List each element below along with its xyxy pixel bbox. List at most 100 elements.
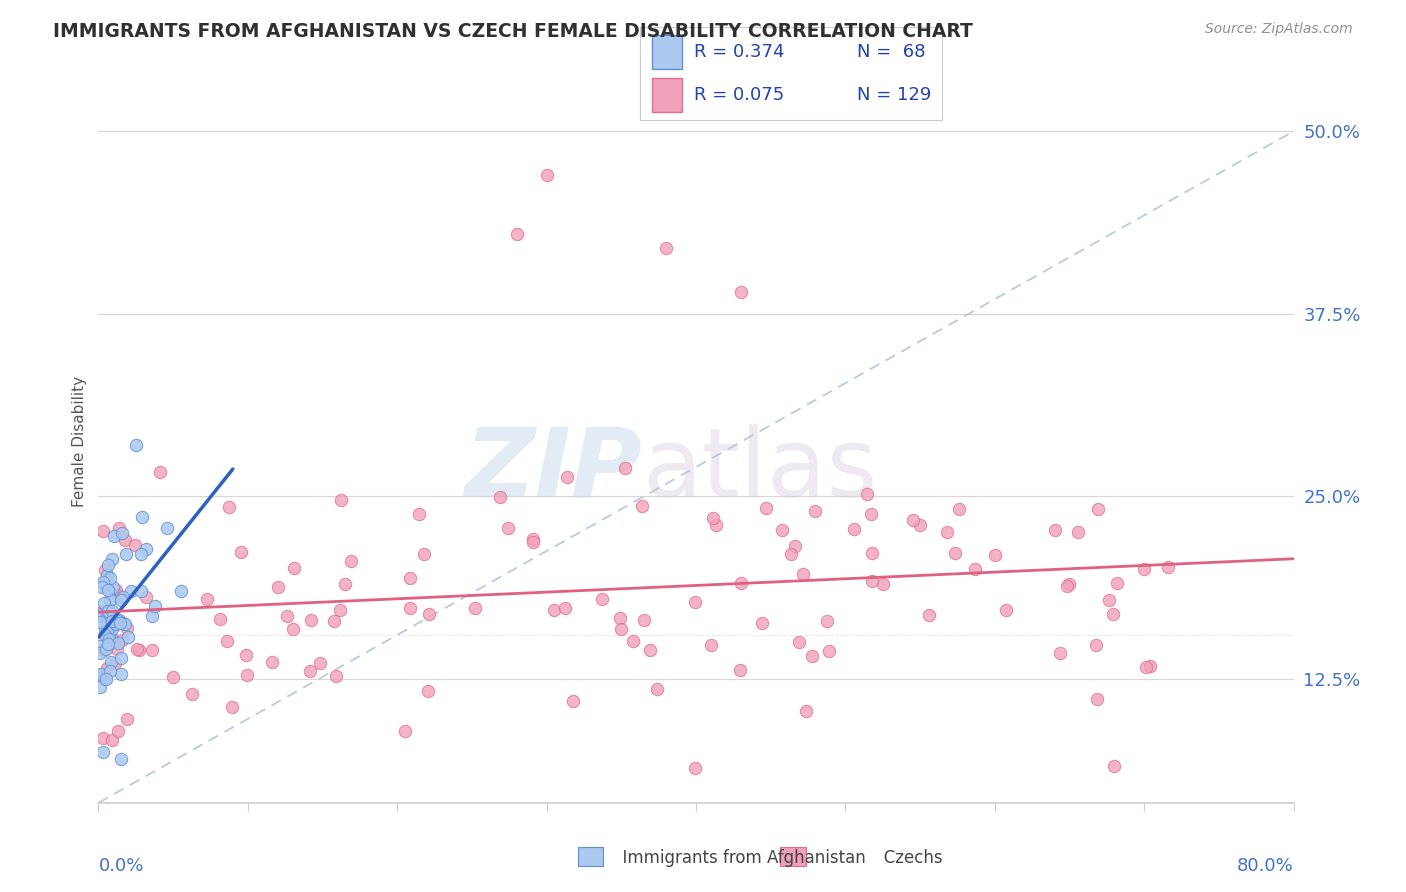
Point: [107, 588, 129, 602]
Point: [408, 508, 430, 522]
Point: [267, 580, 290, 594]
Point: [110, 592, 132, 607]
Point: [128, 643, 150, 657]
Point: [110, 650, 132, 665]
Point: [115, 621, 138, 635]
Text: Czechs: Czechs: [868, 849, 942, 867]
Point: [418, 607, 440, 621]
Point: [114, 616, 136, 631]
Point: [93, 643, 115, 657]
Point: [1084, 638, 1107, 652]
Point: [100, 604, 122, 618]
Point: [91, 580, 114, 594]
Point: [98, 632, 121, 646]
Point: [97, 633, 120, 648]
Point: [91, 745, 114, 759]
Point: [91, 575, 114, 590]
Point: [89, 680, 111, 694]
Point: [506, 227, 529, 241]
Point: [862, 574, 884, 589]
Text: N = 129: N = 129: [858, 87, 932, 104]
Point: [104, 582, 127, 597]
Point: [804, 504, 827, 518]
Point: [89, 639, 111, 653]
Point: [221, 700, 243, 714]
Point: [751, 616, 773, 631]
Point: [124, 538, 146, 552]
Point: [276, 609, 298, 624]
Point: [1104, 759, 1126, 773]
Point: [1087, 502, 1109, 516]
Point: [98, 665, 122, 679]
Point: [104, 656, 127, 670]
Point: [229, 545, 252, 559]
Point: [323, 614, 346, 628]
Point: [93, 624, 115, 638]
Point: [162, 670, 184, 684]
Point: [1049, 647, 1071, 661]
Point: [107, 613, 129, 627]
Point: [131, 509, 153, 524]
Point: [89, 668, 111, 682]
Point: [844, 523, 866, 537]
Point: [299, 613, 322, 627]
Point: [135, 541, 157, 556]
Point: [309, 656, 332, 670]
Point: [94, 628, 117, 642]
Point: [704, 518, 727, 533]
Point: [107, 521, 129, 535]
Point: [96, 603, 118, 617]
Point: [801, 648, 824, 663]
Point: [108, 616, 131, 631]
Point: [496, 520, 519, 534]
Point: [779, 547, 801, 561]
Point: [783, 540, 806, 554]
Point: [105, 641, 128, 656]
Point: [1043, 523, 1066, 537]
Point: [918, 607, 941, 622]
Point: [1059, 577, 1081, 591]
Point: [638, 643, 661, 657]
Point: [543, 603, 565, 617]
Point: [522, 535, 544, 549]
Point: [96, 568, 118, 582]
Point: [562, 694, 585, 708]
Point: [872, 577, 894, 591]
Y-axis label: Female Disability: Female Disability: [72, 376, 87, 508]
Point: [112, 615, 135, 630]
Point: [943, 546, 966, 560]
Point: [103, 529, 125, 543]
Point: [609, 623, 631, 637]
Point: [100, 592, 122, 607]
Point: [236, 667, 259, 681]
Point: [555, 470, 578, 484]
Point: [169, 584, 191, 599]
Point: [114, 533, 136, 547]
Point: [489, 491, 512, 505]
Point: [1139, 658, 1161, 673]
Point: [101, 551, 124, 566]
Bar: [652, 35, 682, 69]
Point: [89, 615, 111, 629]
Point: [948, 502, 970, 516]
Point: [114, 547, 136, 561]
Point: [609, 611, 631, 625]
Point: [111, 590, 134, 604]
Text: ZIP: ZIP: [464, 424, 643, 517]
Point: [97, 558, 120, 573]
Point: [89, 646, 111, 660]
Point: [104, 616, 127, 631]
Point: [96, 641, 118, 656]
Point: [125, 438, 148, 452]
Point: [730, 664, 752, 678]
Text: 0.0%: 0.0%: [98, 857, 143, 875]
Point: [633, 613, 655, 627]
Point: [101, 581, 124, 595]
Point: [141, 608, 163, 623]
Point: [107, 636, 129, 650]
Point: [631, 499, 654, 513]
Point: [730, 285, 752, 299]
Point: [815, 615, 838, 629]
Point: [98, 593, 121, 607]
Point: [117, 630, 139, 644]
